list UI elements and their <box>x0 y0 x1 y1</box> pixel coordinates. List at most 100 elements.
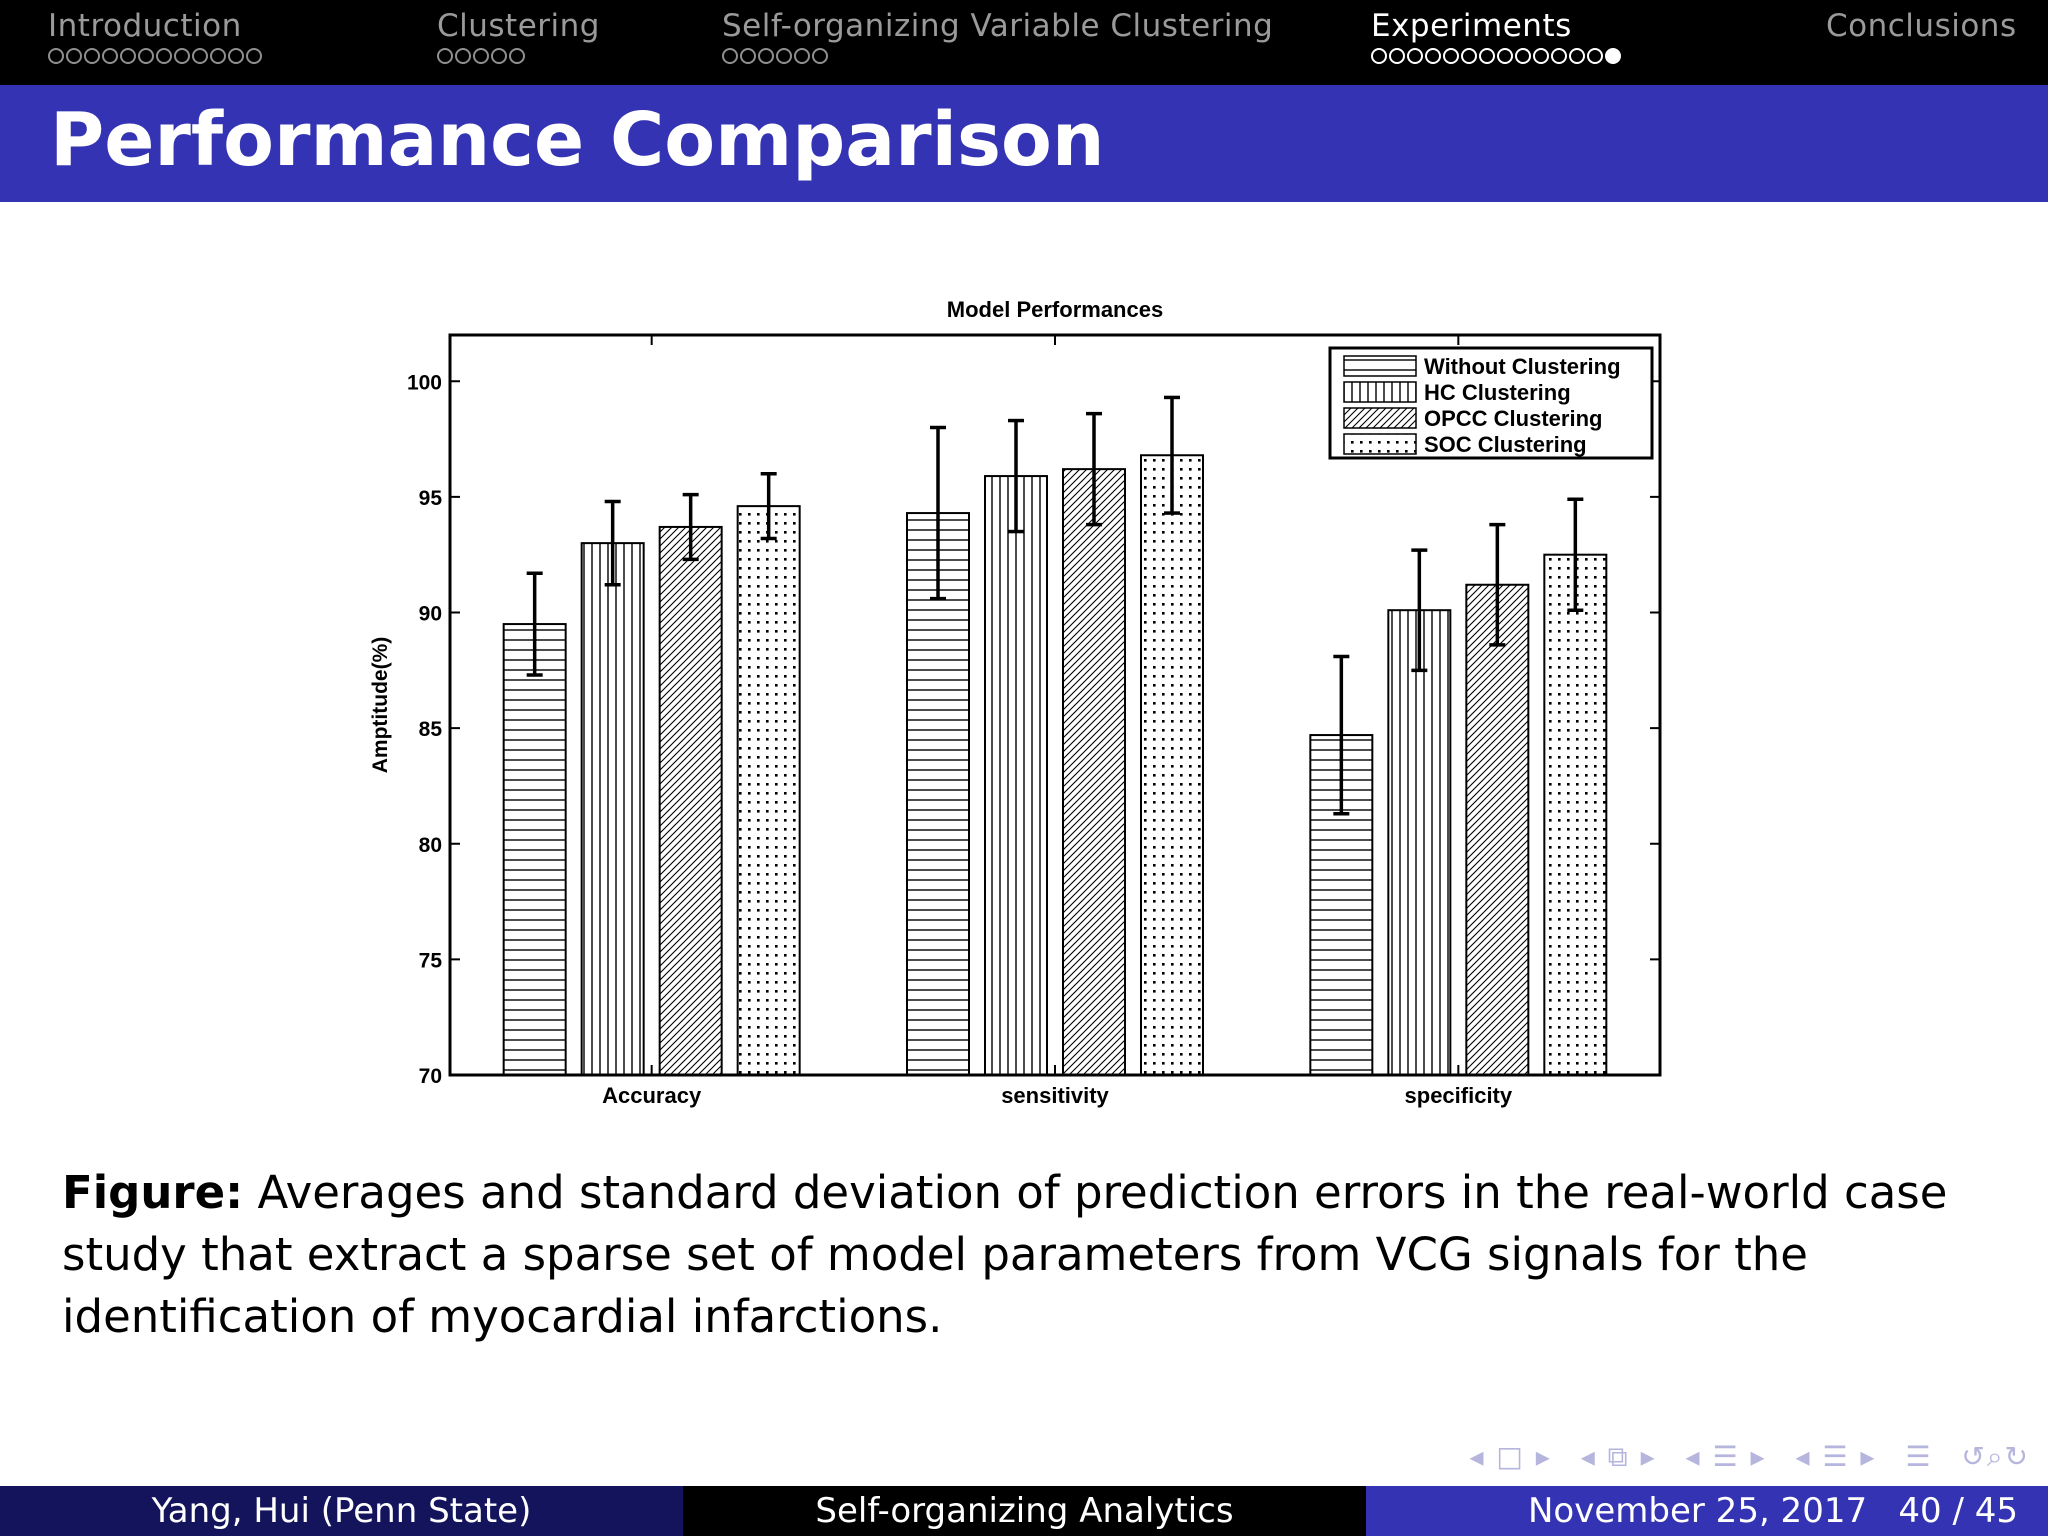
plot-frame <box>448 333 1662 1077</box>
frame-dot[interactable] <box>473 48 489 64</box>
frame-dot[interactable] <box>740 48 756 64</box>
y-tick-label: 75 <box>419 949 443 972</box>
bar <box>1465 583 1530 1076</box>
frame-dot[interactable] <box>1497 48 1513 64</box>
y-tick-label: 95 <box>419 487 443 510</box>
y-tick-label: 85 <box>419 718 443 741</box>
legend-swatch <box>1343 407 1417 429</box>
frame-dot[interactable] <box>192 48 208 64</box>
appendix-icon[interactable]: ☰ <box>1905 1440 1933 1473</box>
bar <box>984 475 1048 1076</box>
frame-dot[interactable] <box>1569 48 1585 64</box>
frame-dot[interactable] <box>509 48 525 64</box>
frame-dot[interactable] <box>228 48 244 64</box>
nav-section-title[interactable]: Conclusions <box>1826 8 2017 44</box>
frame-dots <box>1371 48 1623 64</box>
caption-text: Averages and standard deviation of predi… <box>62 1166 1948 1343</box>
document-nav-icon[interactable]: ◂ ☰ ▸ <box>1795 1440 1877 1473</box>
frame-dot[interactable] <box>491 48 507 64</box>
legend-swatch <box>1343 381 1417 403</box>
frame-dot[interactable] <box>1425 48 1441 64</box>
frame-dot[interactable] <box>48 48 64 64</box>
frame-dot[interactable] <box>1533 48 1549 64</box>
frame-dot[interactable] <box>1407 48 1423 64</box>
frame-dot[interactable] <box>66 48 82 64</box>
frame-dot[interactable] <box>455 48 471 64</box>
bar <box>502 623 567 1076</box>
nav-section[interactable]: Clustering <box>437 8 600 64</box>
bar <box>1543 553 1608 1076</box>
footer: Yang, Hui (Penn State) Self-organizing A… <box>0 1486 2048 1536</box>
bar <box>1140 454 1204 1076</box>
chart-title: Model Performances <box>947 297 1163 322</box>
frame-dot[interactable] <box>758 48 774 64</box>
frame-dot[interactable] <box>776 48 792 64</box>
beamer-navigation: ◂ □ ▸ ◂ ⧉ ▸ ◂ ☰ ▸ ◂ ☰ ▸ ☰ ↺⌕↻ <box>1451 1440 2030 1474</box>
x-tick-label: Accuracy <box>602 1083 702 1108</box>
subsection-nav-icon[interactable]: ◂ ⧉ ▸ <box>1580 1440 1657 1473</box>
frame-dots <box>437 48 600 64</box>
bar <box>906 512 970 1076</box>
slide-title: Performance Comparison <box>50 97 1105 183</box>
legend-swatch <box>1343 433 1417 455</box>
nav-section-title[interactable]: Introduction <box>48 8 242 44</box>
section-navigation: Introduction Clustering Self-organizing Va… <box>0 0 2048 85</box>
y-tick-label: 100 <box>407 371 442 394</box>
frame-nav-icon[interactable]: ◂ □ ▸ <box>1469 1440 1552 1473</box>
footer-date: November 25, 2017 <box>1528 1491 1868 1531</box>
legend-label: OPCC Clustering <box>1424 406 1602 431</box>
bar <box>1062 468 1126 1076</box>
footer-title: Self-organizing Analytics <box>683 1486 1366 1536</box>
frame-dot[interactable] <box>1461 48 1477 64</box>
frame-dot[interactable] <box>794 48 810 64</box>
footer-right: November 25, 2017 40 / 45 <box>1366 1486 2048 1536</box>
current-frame-dot[interactable] <box>1605 48 1621 64</box>
search-icon[interactable]: ↺⌕↻ <box>1961 1440 2030 1473</box>
nav-section[interactable]: Experiments <box>1371 8 1623 64</box>
frame-dot[interactable] <box>1515 48 1531 64</box>
frame-dot[interactable] <box>120 48 136 64</box>
frame-dot[interactable] <box>812 48 828 64</box>
frame-dot[interactable] <box>1479 48 1495 64</box>
page-number: 40 / 45 <box>1898 1491 2018 1531</box>
bar <box>580 542 645 1076</box>
frame-dot[interactable] <box>1371 48 1387 64</box>
bar <box>1387 609 1452 1076</box>
footer-author: Yang, Hui (Penn State) <box>0 1486 683 1536</box>
y-axis-label: Amptitude(%) <box>369 637 392 773</box>
nav-section[interactable]: Introduction <box>48 8 264 64</box>
bar <box>736 505 801 1076</box>
legend-swatch <box>1343 355 1417 377</box>
bar <box>658 525 723 1076</box>
frame-dot[interactable] <box>84 48 100 64</box>
frame-dot[interactable] <box>1551 48 1567 64</box>
frame-dot[interactable] <box>1587 48 1603 64</box>
frame-dots <box>48 48 264 64</box>
frame-dot[interactable] <box>1389 48 1405 64</box>
y-tick-label: 80 <box>419 834 442 857</box>
frame-dot[interactable] <box>246 48 262 64</box>
frame-dot[interactable] <box>722 48 738 64</box>
nav-section-title[interactable]: Experiments <box>1371 8 1572 44</box>
caption-label: Figure: <box>62 1166 244 1219</box>
title-bar: Performance Comparison <box>0 85 2048 202</box>
section-nav-icon[interactable]: ◂ ☰ ▸ <box>1685 1440 1767 1473</box>
nav-section-title[interactable]: Self-organizing Variable Clustering <box>722 8 1274 44</box>
frame-dot[interactable] <box>138 48 154 64</box>
frame-dot[interactable] <box>437 48 453 64</box>
x-tick-label: specificity <box>1405 1083 1513 1108</box>
frame-dot[interactable] <box>210 48 226 64</box>
x-tick-label: sensitivity <box>1001 1083 1109 1108</box>
legend-label: Without Clustering <box>1424 354 1621 379</box>
figure-caption: Figure: Averages and standard deviation … <box>62 1162 2002 1348</box>
frame-dot[interactable] <box>102 48 118 64</box>
frame-dots <box>722 48 1273 64</box>
legend-label: HC Clustering <box>1424 380 1571 405</box>
frame-dot[interactable] <box>156 48 172 64</box>
frame-dot[interactable] <box>1443 48 1459 64</box>
nav-section[interactable]: Conclusions <box>1826 8 2017 48</box>
y-tick-label: 90 <box>419 603 442 626</box>
frame-dot[interactable] <box>174 48 190 64</box>
nav-section-title[interactable]: Clustering <box>437 8 600 44</box>
nav-section[interactable]: Self-organizing Variable Clustering <box>722 8 1273 64</box>
